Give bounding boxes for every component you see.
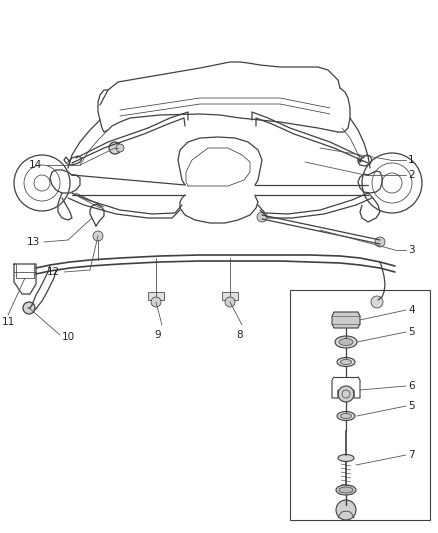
Text: 3: 3 (408, 245, 415, 255)
Text: 2: 2 (408, 170, 415, 180)
Circle shape (93, 231, 103, 241)
Bar (290, 290, 430, 520)
Ellipse shape (337, 411, 355, 421)
Text: 10: 10 (62, 332, 75, 342)
Text: 5: 5 (408, 401, 415, 411)
Ellipse shape (337, 358, 355, 367)
Circle shape (116, 144, 124, 152)
Circle shape (151, 297, 161, 307)
Bar (148, 292, 164, 300)
Ellipse shape (335, 336, 357, 348)
Circle shape (371, 296, 383, 308)
Circle shape (257, 212, 267, 222)
Text: 11: 11 (2, 317, 15, 327)
Ellipse shape (336, 485, 356, 495)
Text: 5: 5 (408, 327, 415, 337)
Ellipse shape (339, 338, 353, 345)
Circle shape (23, 302, 35, 314)
Ellipse shape (340, 414, 352, 418)
Text: 13: 13 (27, 237, 40, 247)
Circle shape (109, 142, 121, 154)
Text: 12: 12 (47, 267, 60, 277)
Ellipse shape (338, 455, 354, 462)
Text: 1: 1 (408, 155, 415, 165)
Circle shape (338, 386, 354, 402)
Polygon shape (332, 312, 360, 328)
Circle shape (375, 237, 385, 247)
Text: 9: 9 (155, 330, 161, 340)
Ellipse shape (339, 487, 353, 493)
Circle shape (336, 500, 356, 520)
Text: 4: 4 (408, 305, 415, 315)
Bar (222, 292, 238, 300)
Circle shape (225, 297, 235, 307)
Text: 14: 14 (29, 160, 42, 170)
Ellipse shape (340, 359, 352, 365)
Text: 6: 6 (408, 381, 415, 391)
Text: 7: 7 (408, 450, 415, 460)
Text: 8: 8 (237, 330, 244, 340)
